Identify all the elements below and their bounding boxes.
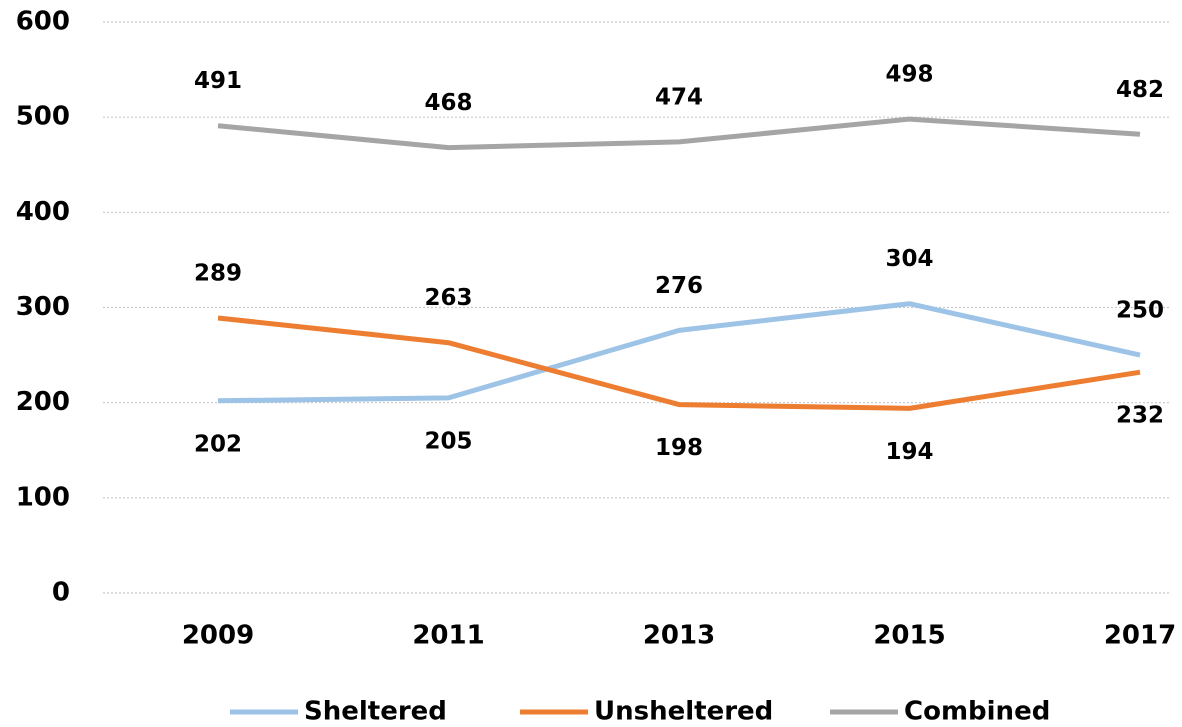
- data-label: 468: [424, 90, 472, 116]
- data-label: 263: [424, 285, 472, 311]
- data-label: 474: [655, 84, 703, 110]
- y-tick-label: 300: [16, 292, 70, 322]
- series-line: [217, 301, 1141, 404]
- y-tick-label: 0: [52, 578, 70, 608]
- series-line: [217, 116, 1141, 151]
- data-label: 250: [1116, 298, 1164, 324]
- x-tick-label: 2015: [873, 621, 945, 651]
- x-tick-label: 2013: [643, 621, 715, 651]
- data-label: 205: [424, 428, 472, 454]
- legend-label: Unsheltered: [594, 697, 773, 727]
- data-label: 482: [1116, 77, 1164, 103]
- y-tick-label: 600: [16, 7, 70, 37]
- legend-label: Sheltered: [304, 697, 447, 727]
- data-label: 202: [194, 431, 242, 457]
- data-label: 198: [655, 435, 703, 461]
- y-tick-label: 200: [16, 387, 70, 417]
- x-tick-label: 2009: [182, 621, 254, 651]
- series-line: [217, 315, 1141, 411]
- x-tick-label: 2017: [1104, 621, 1176, 651]
- data-label: 276: [655, 273, 703, 299]
- data-label: 289: [194, 260, 242, 286]
- data-label: 194: [885, 439, 933, 465]
- legend-label: Combined: [904, 697, 1050, 727]
- data-label: 498: [885, 62, 933, 88]
- x-tick-label: 2011: [412, 621, 484, 651]
- y-tick-label: 500: [16, 102, 70, 132]
- data-label: 304: [885, 246, 933, 272]
- y-tick-label: 100: [16, 482, 70, 512]
- data-label: 491: [194, 68, 242, 94]
- y-tick-label: 400: [16, 197, 70, 227]
- data-label: 232: [1116, 403, 1164, 429]
